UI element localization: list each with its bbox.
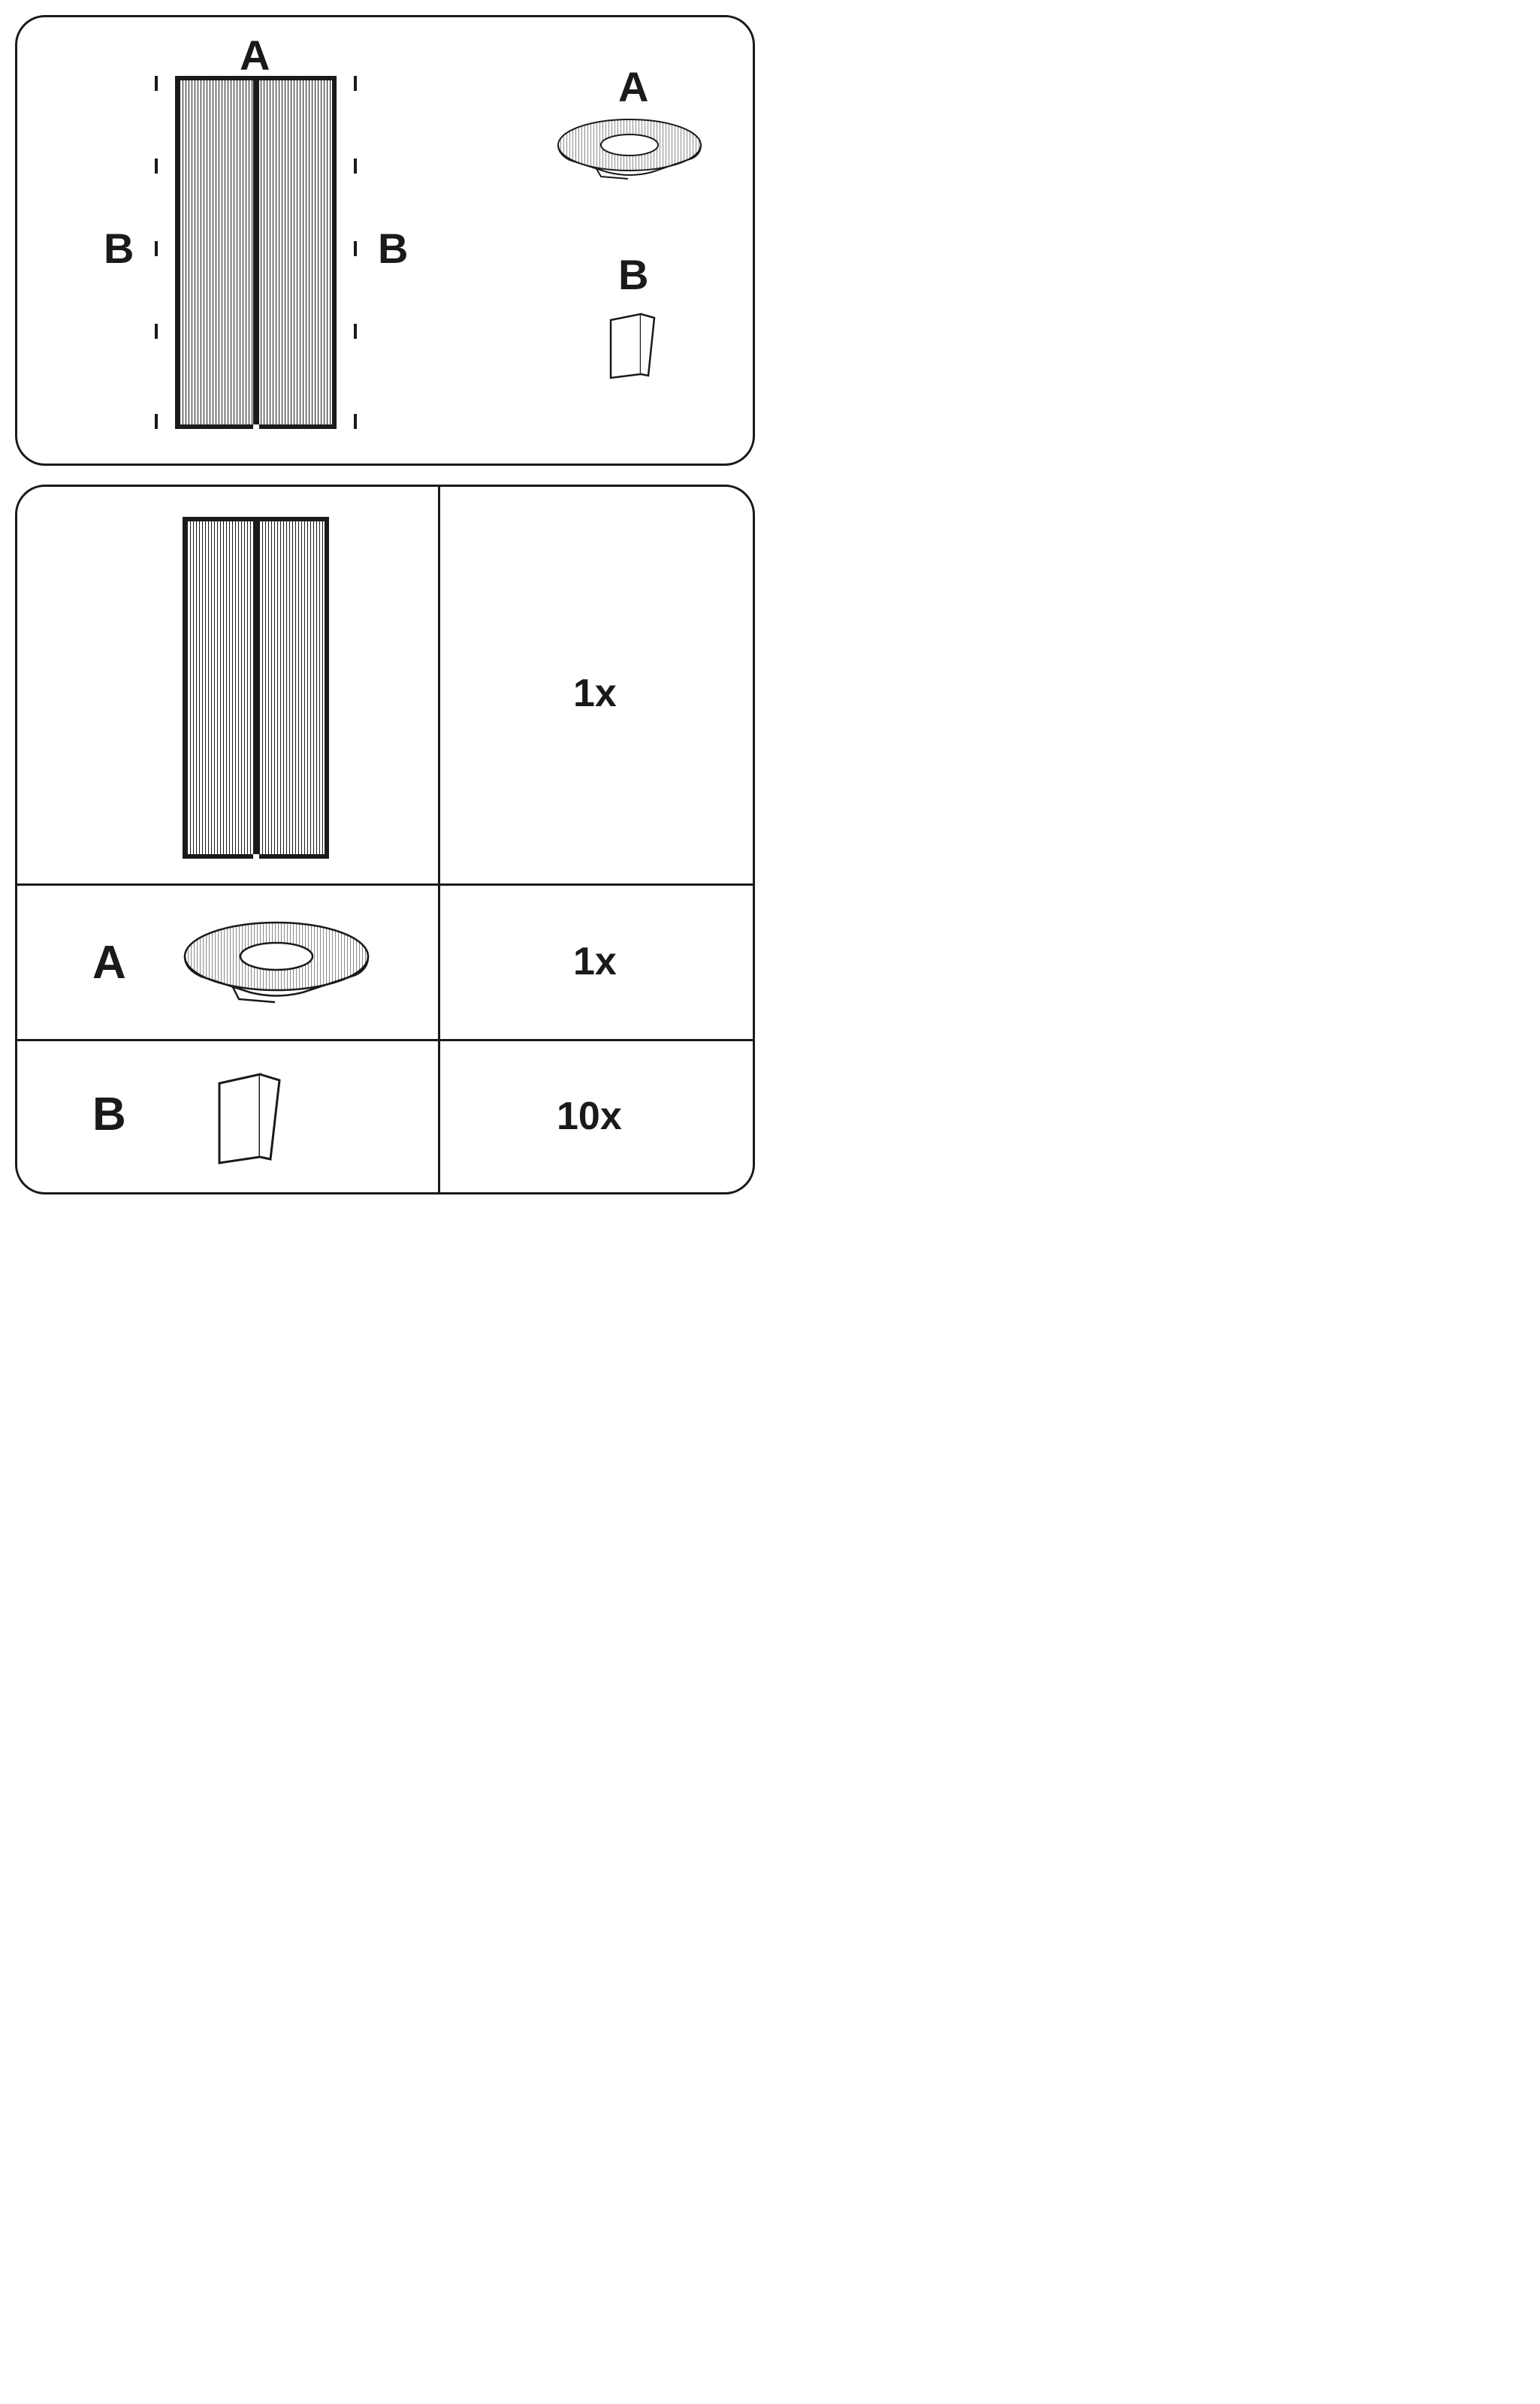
col-divider [438, 487, 440, 1192]
part-label-a: A [92, 936, 126, 989]
booklet-icon [209, 1065, 291, 1174]
dim-tick [354, 159, 357, 174]
row-divider [17, 883, 753, 886]
tape-roll-icon [179, 915, 374, 1016]
dim-tick [354, 241, 357, 256]
dimension-label-right: B [378, 224, 408, 273]
qty-row-1: 1x [573, 671, 617, 716]
dim-tick [155, 324, 158, 339]
dim-tick [155, 414, 158, 429]
component-a-label: A [618, 62, 648, 111]
door-center-seam [253, 80, 259, 424]
dimension-label-top: A [240, 31, 270, 80]
row-divider [17, 1039, 753, 1041]
overview-panel: A B B A [15, 15, 755, 466]
dim-tick [354, 414, 357, 429]
qty-row-2: 1x [573, 939, 617, 984]
component-b-label: B [618, 250, 648, 299]
booklet-icon [603, 307, 663, 385]
door-curtain-diagram [175, 76, 337, 429]
dim-tick [155, 76, 158, 91]
qty-row-3: 10x [557, 1094, 622, 1139]
door-center-seam [253, 521, 259, 854]
door-curtain-icon [183, 517, 329, 859]
tape-roll-icon [554, 115, 705, 186]
door-bottom-gap [253, 854, 259, 859]
parts-list-panel: 1x A 1x B [15, 485, 755, 1194]
part-label-b: B [92, 1088, 126, 1141]
door-bottom-gap [253, 424, 259, 429]
dim-tick [354, 76, 357, 91]
dim-tick [155, 241, 158, 256]
dim-tick [155, 159, 158, 174]
dim-tick [354, 324, 357, 339]
dimension-label-left: B [104, 224, 134, 273]
